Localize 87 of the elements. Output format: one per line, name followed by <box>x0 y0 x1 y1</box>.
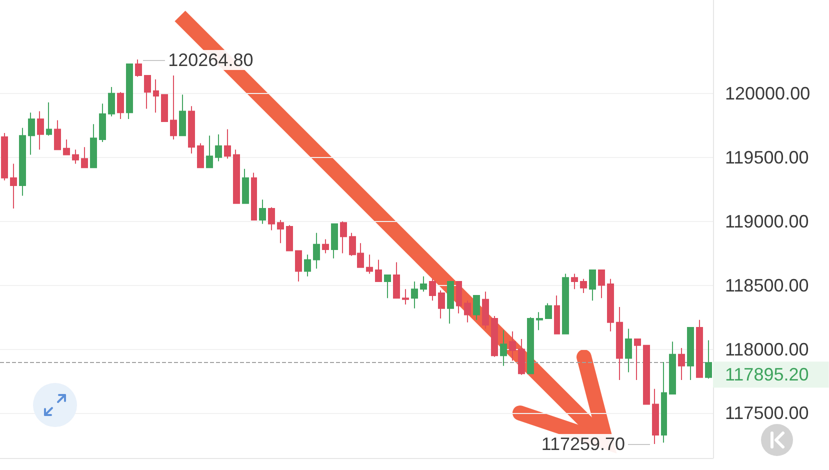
candlestick <box>375 259 382 282</box>
candlestick <box>554 295 560 334</box>
candlestick <box>99 103 106 143</box>
annotation: 117259.70 <box>539 434 628 454</box>
candlestick <box>19 127 26 196</box>
candlestick <box>518 338 525 376</box>
candlestick <box>625 328 632 373</box>
candlestick <box>420 276 427 292</box>
candlestick <box>447 280 454 324</box>
candlestick <box>580 278 587 294</box>
candlestick <box>643 344 650 405</box>
annotation: 120264.80 <box>166 50 256 70</box>
candlestick <box>90 124 97 168</box>
candlestick <box>562 273 569 334</box>
candlestick <box>536 312 543 331</box>
candlestick <box>393 262 400 299</box>
candlestick <box>304 254 311 277</box>
candlestick <box>28 112 35 156</box>
candlestick <box>340 220 347 254</box>
candlestick <box>233 149 240 204</box>
y-tick-label: 117500.00 <box>725 403 809 424</box>
candlestick <box>81 146 88 168</box>
candlestick <box>482 291 489 330</box>
candlestick <box>37 110 44 150</box>
candlestick <box>108 86 115 117</box>
candlestick <box>509 330 516 362</box>
candlestick <box>571 273 578 290</box>
candlestick <box>500 330 507 366</box>
candlestick <box>126 63 133 120</box>
candlestick <box>224 128 231 160</box>
candlestick <box>687 327 694 380</box>
y-tick-label: 120000.00 <box>725 83 810 104</box>
candlestick <box>607 278 614 332</box>
candlestick <box>705 340 712 380</box>
candlestick <box>135 59 142 78</box>
candlestick <box>170 74 177 140</box>
candlestick <box>322 238 329 254</box>
candlestick <box>589 269 596 302</box>
candlestick <box>491 315 498 358</box>
y-tick-label: 118000.00 <box>725 339 809 360</box>
candlestick <box>188 106 195 154</box>
candlestick <box>411 280 418 309</box>
candlestick <box>197 142 204 168</box>
candlestick <box>402 288 409 305</box>
candlestick <box>295 250 302 282</box>
candlestick <box>206 135 213 168</box>
candlestick <box>366 254 373 274</box>
y-tick-label: 119500.00 <box>725 147 809 168</box>
candlestick <box>215 134 222 162</box>
candlestick <box>63 138 70 156</box>
candlestick <box>259 199 266 224</box>
candlestick <box>277 220 284 244</box>
candlestick <box>429 278 436 302</box>
candlestick <box>384 274 391 299</box>
candlestick <box>242 168 249 204</box>
candlestick <box>696 319 703 378</box>
candlestick <box>286 224 293 252</box>
candlestick <box>72 149 79 164</box>
candlestick <box>117 92 124 120</box>
y-tick-label: 119000.00 <box>725 211 809 232</box>
candlestick <box>144 74 151 110</box>
candlestick <box>54 120 61 150</box>
candlestick <box>161 94 168 122</box>
candlestick <box>438 290 445 320</box>
candlestick <box>251 172 257 221</box>
candlestick <box>527 316 534 374</box>
candlestick <box>545 302 552 320</box>
candlestick <box>661 362 667 444</box>
candlestick <box>652 388 659 444</box>
candlestick <box>669 341 676 395</box>
candlestick <box>46 102 52 136</box>
candlestick <box>464 300 471 323</box>
candlestick <box>268 206 275 231</box>
candlestick <box>678 347 685 380</box>
candlestick <box>634 338 641 380</box>
candlestick <box>456 280 462 314</box>
candlestick <box>10 163 17 210</box>
candlestick <box>598 269 605 299</box>
candlestick <box>1 132 8 181</box>
candlestick <box>616 306 623 380</box>
candlestick <box>313 232 320 270</box>
candlestick <box>331 223 338 259</box>
candlestick <box>153 78 159 114</box>
y-tick-label: 118500.00 <box>725 275 809 296</box>
candlestick <box>179 94 186 136</box>
candlestick <box>473 295 480 320</box>
ref-line-label: 117895.20 <box>725 364 809 385</box>
